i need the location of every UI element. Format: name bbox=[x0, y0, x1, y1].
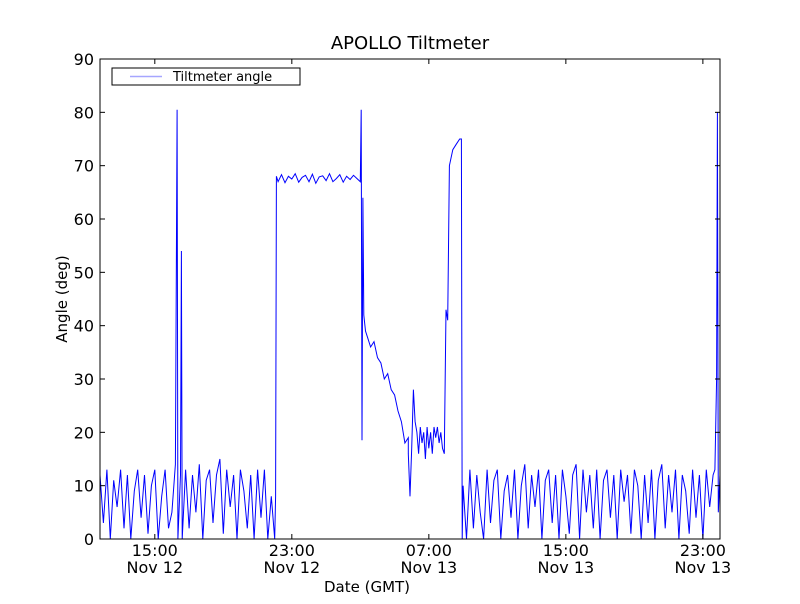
y-tick-label: 30 bbox=[74, 370, 94, 389]
y-tick-label: 10 bbox=[74, 477, 94, 496]
y-tick-label: 70 bbox=[74, 157, 94, 176]
x-tick-label-time: 23:00 bbox=[680, 541, 726, 560]
y-tick-label: 90 bbox=[74, 50, 94, 69]
y-tick-label: 80 bbox=[74, 103, 94, 122]
plot-area bbox=[99, 109, 721, 540]
y-tick-label: 50 bbox=[74, 263, 94, 282]
legend-box bbox=[111, 67, 301, 86]
x-tick-label-date: Nov 13 bbox=[401, 558, 458, 577]
x-tick-label-date: Nov 12 bbox=[126, 558, 183, 577]
legend: Tiltmeter angle bbox=[111, 67, 301, 86]
y-tick-label: 20 bbox=[74, 423, 94, 442]
y-tick-label: 0 bbox=[84, 530, 94, 549]
x-tick-label-time: 15:00 bbox=[543, 541, 589, 560]
x-tick-label-date: Nov 12 bbox=[263, 558, 320, 577]
axes-frame bbox=[99, 58, 721, 540]
x-tick-label-time: 15:00 bbox=[132, 541, 178, 560]
y-axis-label: Angle (deg) bbox=[53, 255, 71, 342]
x-tick-label-date: Nov 13 bbox=[538, 558, 595, 577]
chart-title: APOLLO Tiltmeter bbox=[331, 33, 490, 54]
x-tick-label-date: Nov 13 bbox=[675, 558, 732, 577]
y-tick-label: 40 bbox=[74, 317, 94, 336]
legend-label: Tiltmeter angle bbox=[172, 70, 272, 85]
y-tick-label: 60 bbox=[74, 210, 94, 229]
x-axis-label: Date (GMT) bbox=[324, 578, 410, 596]
x-tick-label-time: 23:00 bbox=[269, 541, 315, 560]
x-tick-label-time: 07:00 bbox=[406, 541, 452, 560]
series-line-tiltmeter-angle bbox=[99, 109, 721, 540]
